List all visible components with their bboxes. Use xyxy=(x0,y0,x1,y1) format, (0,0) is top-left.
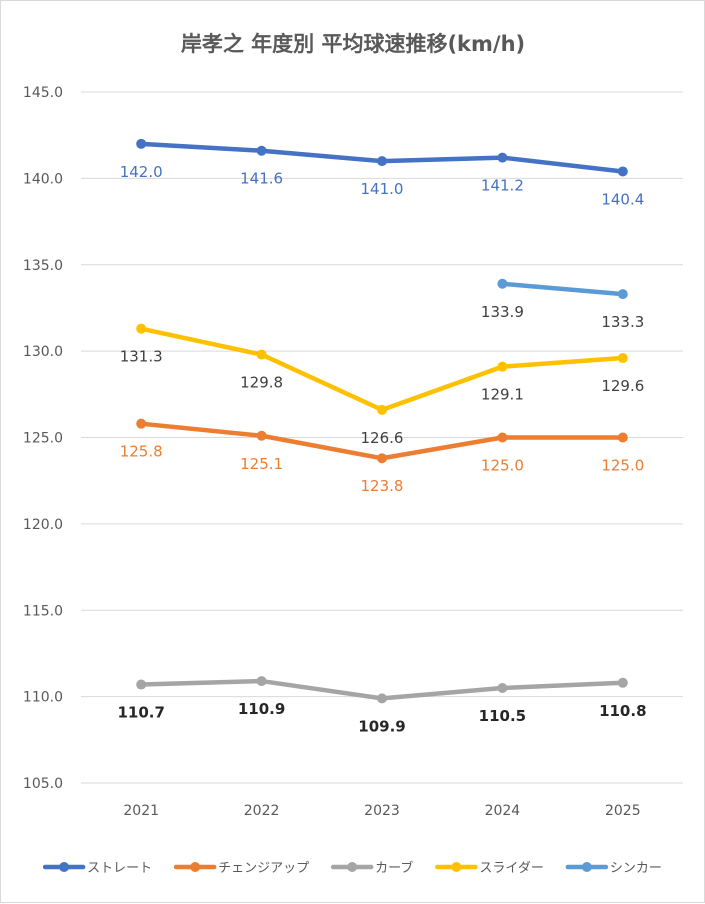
data-point xyxy=(497,278,508,289)
data-label: 133.3 xyxy=(601,313,644,331)
data-point xyxy=(377,156,387,167)
data-label: 123.8 xyxy=(361,477,404,495)
data-point xyxy=(256,145,267,156)
x-tick-label: 2024 xyxy=(485,803,521,819)
data-point xyxy=(377,693,387,704)
data-label: 133.9 xyxy=(481,303,524,321)
data-point xyxy=(256,430,267,441)
legend-item: チェンジアップ xyxy=(173,861,309,876)
legend-label: シンカー xyxy=(610,861,662,876)
data-point xyxy=(617,353,628,364)
data-label: 125.1 xyxy=(240,455,283,473)
data-label: 110.8 xyxy=(599,702,646,720)
x-axis-ticks: 2021 2022 2023 2024 2025 xyxy=(123,803,640,819)
series-2 xyxy=(136,676,628,704)
data-labels: 142.0 141.6 141.0 141.2 140.4 125.8 125.1 123.8… xyxy=(117,163,646,736)
data-point xyxy=(377,453,387,464)
series-1 xyxy=(136,418,628,464)
data-label: 110.9 xyxy=(238,700,285,718)
data-label: 126.6 xyxy=(361,429,404,447)
y-axis-ticks: 105.0 110.0 115.0 120.0 125.0 130.0 135.0 140.0… xyxy=(23,85,63,792)
legend-label: チェンジアップ xyxy=(218,861,309,876)
data-label: 140.4 xyxy=(601,190,644,208)
x-tick-label: 2021 xyxy=(123,803,159,819)
legend-item: カーブ xyxy=(330,860,413,876)
data-point xyxy=(617,432,628,443)
data-point xyxy=(617,289,628,300)
data-label: 129.8 xyxy=(240,374,283,392)
legend-swatch-marker xyxy=(581,862,592,872)
legend-label: ストレート xyxy=(87,861,152,876)
data-label: 125.0 xyxy=(601,457,644,475)
y-tick-label: 130.0 xyxy=(23,344,63,360)
y-tick-label: 120.0 xyxy=(23,517,63,533)
legend-swatch-marker xyxy=(451,862,462,872)
y-tick-label: 110.0 xyxy=(23,690,63,706)
y-tick-label: 125.0 xyxy=(23,431,63,447)
legend-item: スライダー xyxy=(435,861,544,876)
series-4 xyxy=(497,278,628,300)
data-label: 129.1 xyxy=(481,386,524,404)
data-point xyxy=(617,677,628,688)
data-label: 141.2 xyxy=(481,177,524,195)
legend-swatch-marker xyxy=(190,862,201,872)
legend-swatch-marker xyxy=(59,862,70,872)
data-label: 110.7 xyxy=(117,704,164,722)
y-tick-label: 105.0 xyxy=(23,776,63,792)
legend: ストレート チェンジアップ カーブ スライダー シンカー xyxy=(42,860,662,876)
data-point xyxy=(497,682,508,693)
data-point xyxy=(497,361,508,372)
y-tick-label: 135.0 xyxy=(23,258,63,274)
y-tick-label: 115.0 xyxy=(23,603,63,619)
data-point xyxy=(136,323,147,334)
data-point xyxy=(497,432,508,443)
data-point xyxy=(136,138,147,149)
data-point xyxy=(497,152,508,163)
data-label: 141.0 xyxy=(361,180,404,198)
y-tick-label: 145.0 xyxy=(23,85,63,101)
data-label: 109.9 xyxy=(358,717,405,735)
data-point xyxy=(136,418,147,429)
data-label: 142.0 xyxy=(120,163,163,181)
series-line xyxy=(500,281,626,297)
data-label: 131.3 xyxy=(120,348,163,366)
data-point xyxy=(617,166,628,177)
legend-swatch-marker xyxy=(347,862,358,872)
data-label: 129.6 xyxy=(601,377,644,395)
x-tick-label: 2023 xyxy=(364,803,400,819)
data-point xyxy=(256,676,267,687)
chart-title: 岸孝之 年度別 平均球速推移(km/h) xyxy=(181,32,525,56)
data-label: 110.5 xyxy=(479,707,526,725)
data-point xyxy=(377,404,387,415)
data-label: 125.0 xyxy=(481,457,524,475)
legend-item: シンカー xyxy=(565,861,662,876)
data-label: 141.6 xyxy=(240,170,283,188)
series-layer xyxy=(136,138,628,704)
series-3 xyxy=(136,323,628,415)
x-tick-label: 2022 xyxy=(244,803,280,819)
series-0 xyxy=(136,138,628,177)
x-tick-label: 2025 xyxy=(605,803,641,819)
data-point xyxy=(256,349,267,360)
gridlines xyxy=(81,91,683,784)
legend-item: ストレート xyxy=(42,861,152,876)
legend-label: カーブ xyxy=(375,860,413,876)
legend-label: スライダー xyxy=(479,861,543,876)
series-line xyxy=(138,326,626,413)
data-point xyxy=(136,679,147,690)
data-label: 125.8 xyxy=(120,443,163,461)
y-tick-label: 140.0 xyxy=(23,171,63,187)
